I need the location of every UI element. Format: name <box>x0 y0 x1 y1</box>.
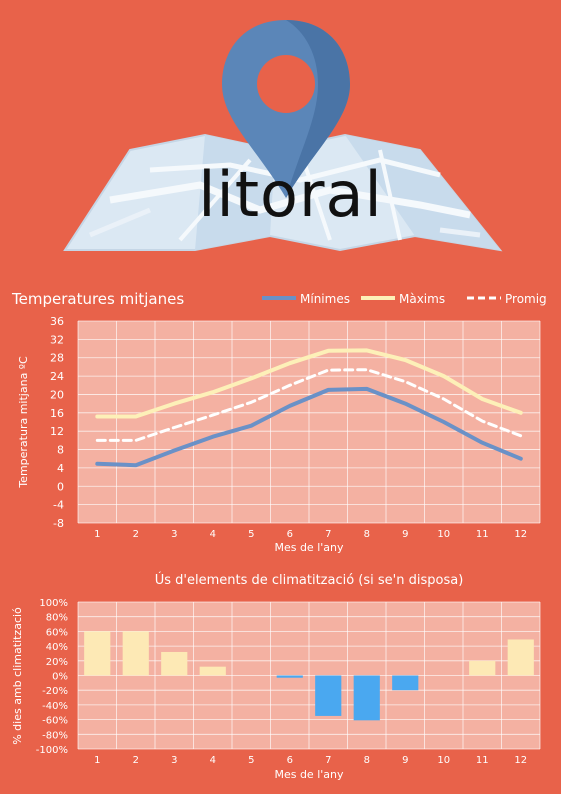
x-tick-label: 5 <box>248 755 254 766</box>
bar <box>392 675 419 691</box>
chart1-y-axis-label: Temperatura mitjana ºC <box>17 356 30 489</box>
y-tick-label: 4 <box>57 462 64 475</box>
x-tick-label: 6 <box>287 529 293 540</box>
hero-illustration <box>63 20 503 252</box>
hero-title: litoral <box>198 158 383 231</box>
chart2-y-axis-label: % dies amb climatització <box>11 607 24 745</box>
y-tick-label: 100% <box>39 598 68 609</box>
y-tick-label: -20% <box>42 686 68 697</box>
x-tick-label: 2 <box>133 529 139 540</box>
y-tick-label: 8 <box>57 444 64 457</box>
x-tick-label: 10 <box>437 529 450 540</box>
temperature-chart: Temperatures mitjanes Mínimes Màxims Pro… <box>11 290 547 554</box>
x-tick-label: 11 <box>476 529 489 540</box>
y-tick-label: 20 <box>50 388 64 401</box>
bar <box>353 675 380 721</box>
x-tick-label: 8 <box>364 529 370 540</box>
bar <box>315 675 342 716</box>
bar <box>199 666 226 676</box>
y-tick-label: -4 <box>53 499 64 512</box>
y-tick-label: -80% <box>42 730 68 741</box>
x-tick-label: 10 <box>437 755 450 766</box>
x-tick-label: 1 <box>94 755 100 766</box>
x-tick-label: 4 <box>210 755 216 766</box>
y-tick-label: 36 <box>50 315 64 328</box>
chart2-y-ticks: -100% -80% -60% -40% -20% 0% 20% 40% 60% 80% 100% <box>36 598 68 756</box>
y-tick-label: 0% <box>52 672 68 683</box>
y-tick-label: 12 <box>50 425 64 438</box>
chart2-title: Ús d'elements de climatització (si se'n … <box>155 572 464 588</box>
chart1-series <box>95 348 523 468</box>
y-tick-label: 40% <box>46 642 68 653</box>
bar <box>276 675 303 678</box>
bar <box>507 639 534 676</box>
x-tick-label: 2 <box>133 755 139 766</box>
x-tick-label: 6 <box>287 755 293 766</box>
y-tick-label: 60% <box>46 627 68 638</box>
x-tick-label: 3 <box>171 755 177 766</box>
y-tick-label: 16 <box>50 407 64 420</box>
y-tick-label: -100% <box>36 745 68 756</box>
chart2-bars <box>84 631 534 721</box>
chart2-x-ticks: 1 2 3 4 5 6 7 8 9 10 11 12 <box>94 755 527 766</box>
map-pin-icon <box>222 20 350 198</box>
x-tick-label: 7 <box>325 755 331 766</box>
y-tick-label: 24 <box>50 370 64 383</box>
x-tick-label: 3 <box>171 529 177 540</box>
series-line-promig <box>95 368 523 442</box>
y-tick-label: 20% <box>46 657 68 668</box>
x-tick-label: 9 <box>402 529 408 540</box>
chart1-legend: Mínimes Màxims Promig <box>262 292 547 306</box>
y-tick-label: 28 <box>50 352 64 365</box>
y-tick-label: -60% <box>42 716 68 727</box>
series-line-minimes <box>95 386 523 468</box>
bar <box>84 631 111 676</box>
chart1-x-ticks: 1 2 3 4 5 6 7 8 9 10 11 12 <box>94 529 527 540</box>
y-tick-label: 0 <box>57 480 64 493</box>
bar <box>161 651 188 676</box>
x-tick-label: 1 <box>94 529 100 540</box>
legend-maximes-label: Màxims <box>399 292 445 306</box>
x-tick-label: 9 <box>402 755 408 766</box>
chart2-x-axis-label: Mes de l'any <box>274 768 344 781</box>
chart1-y-ticks: -8 -4 0 4 8 12 16 20 24 28 32 36 <box>50 315 64 530</box>
series-line-maximes <box>95 348 523 419</box>
chart2-grid <box>77 601 541 750</box>
x-tick-label: 8 <box>364 755 370 766</box>
x-tick-label: 12 <box>514 529 527 540</box>
chart1-x-axis-label: Mes de l'any <box>274 541 344 554</box>
x-tick-label: 5 <box>248 529 254 540</box>
folded-map-icon <box>63 133 503 252</box>
bar <box>122 631 149 676</box>
x-tick-label: 11 <box>476 755 489 766</box>
y-tick-label: -8 <box>53 517 64 530</box>
legend-minimes-label: Mínimes <box>300 292 350 306</box>
y-tick-label: 80% <box>46 613 68 624</box>
legend-promig-label: Promig <box>505 292 547 306</box>
x-tick-label: 4 <box>210 529 216 540</box>
chart1-title: Temperatures mitjanes <box>11 290 184 308</box>
y-tick-label: 32 <box>50 333 64 346</box>
x-tick-label: 7 <box>325 529 331 540</box>
bar <box>469 660 496 676</box>
y-tick-label: -40% <box>42 701 68 712</box>
x-tick-label: 12 <box>514 755 527 766</box>
